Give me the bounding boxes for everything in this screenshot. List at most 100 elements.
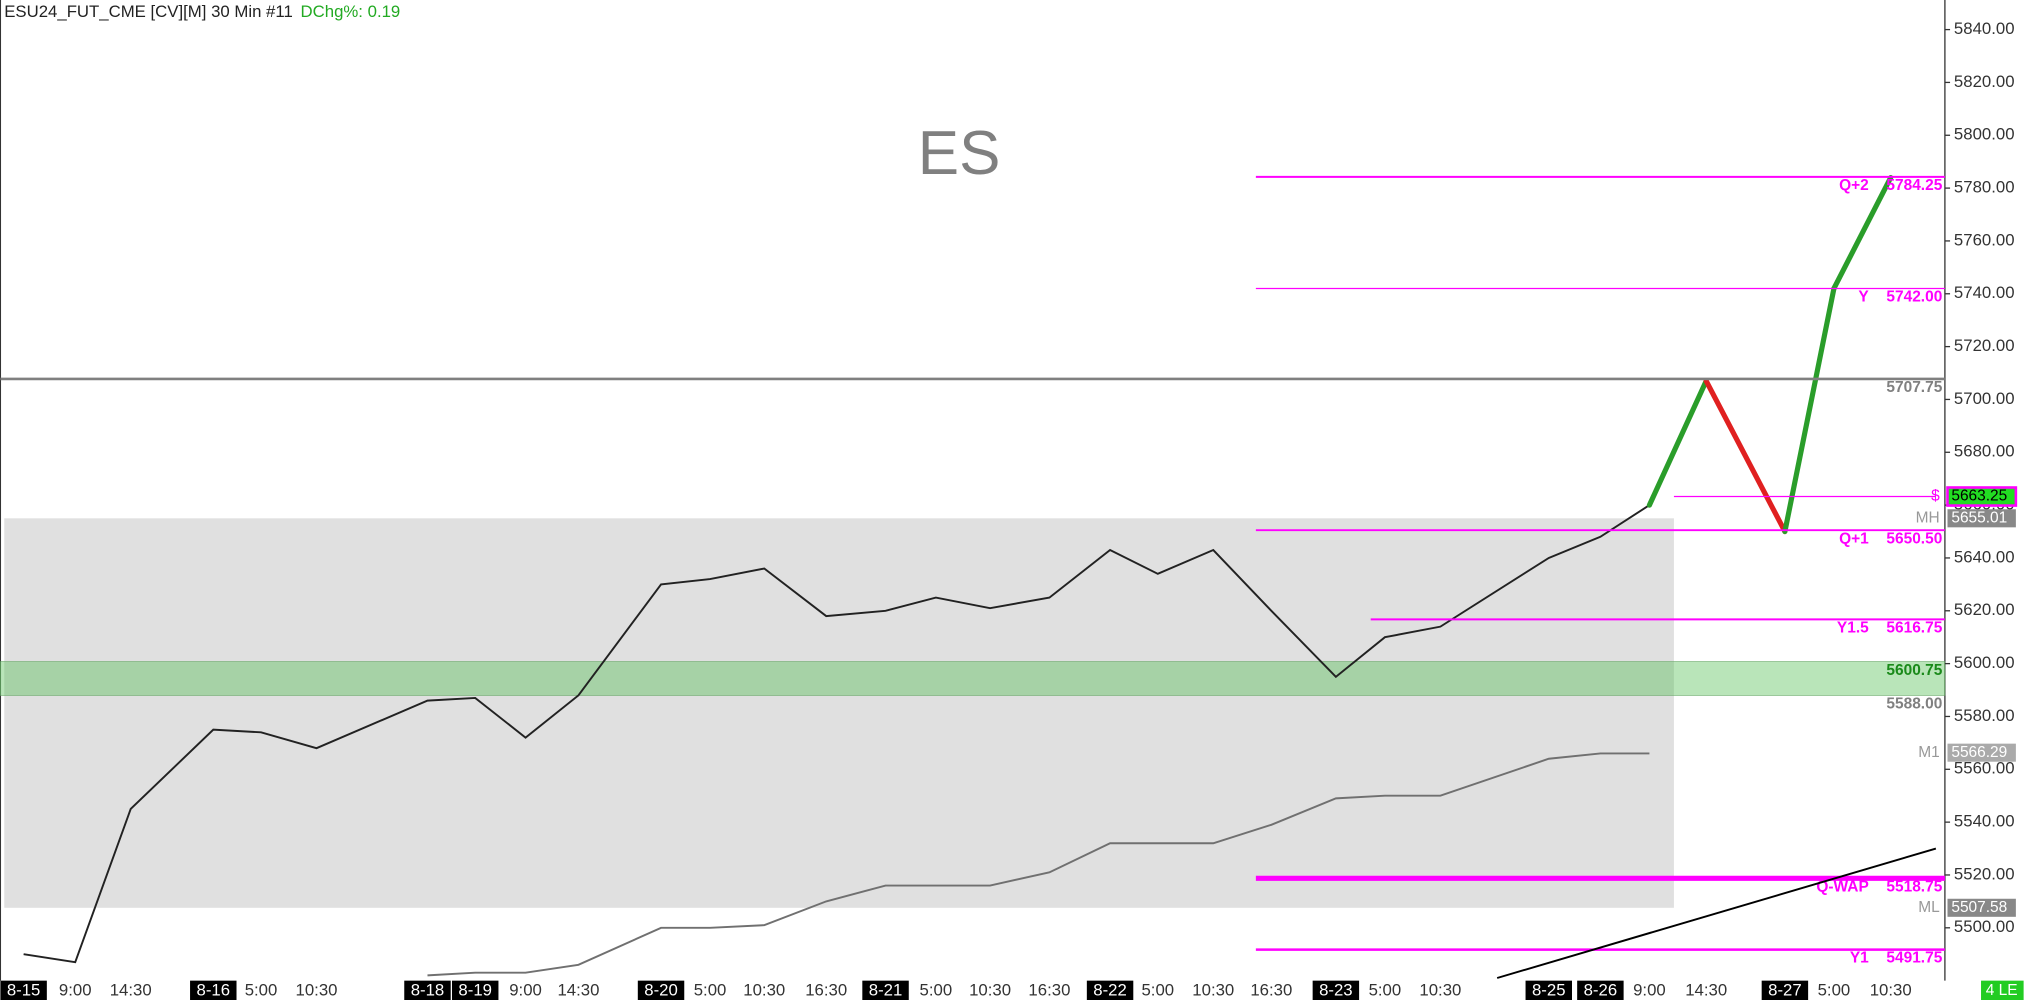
level-name: Q+2 [1839,177,1869,194]
x-tick-label: 16:30 [1028,980,1070,999]
price-box [1947,509,2016,528]
x-tick-label: 8-19 [458,980,492,999]
level-value: 5588.00 [1886,695,1942,712]
date-label-bg [637,980,685,1000]
x-tick-label: 10:30 [1192,980,1234,999]
level-name: Q+1 [1839,530,1869,547]
x-tick-label: 10:30 [1419,980,1461,999]
price-box [1947,743,2016,762]
y-tick-label: 5700.00 [1954,389,2015,408]
y-tick-label: 5580.00 [1954,706,2015,725]
level-value: 5518.75 [1886,878,1942,895]
level-value: 5566.29 [1951,744,2007,761]
date-label-bg [452,980,499,1000]
level-name: MH [1916,509,1940,526]
projection-arrow [1831,174,1894,292]
date-label-bg [404,980,451,1000]
y-tick-label: 5800.00 [1954,125,2015,144]
level-name: Q-WAP [1816,878,1868,895]
x-tick-label: 8-27 [1768,980,1802,999]
y-tick-label: 5640.00 [1954,547,2015,566]
y-tick-label: 5740.00 [1954,283,2015,302]
x-tick-label: 8-26 [1584,980,1618,999]
price-box [1947,898,2016,917]
x-tick-label: 8-15 [7,980,41,999]
x-tick-label: 9:00 [1633,980,1666,999]
level-value: 5650.50 [1886,530,1942,547]
level-name: $ [1931,488,1940,505]
level-value: 5784.25 [1886,177,1942,194]
projection-arrow [1782,285,1837,535]
x-tick-label: 8-16 [197,980,231,999]
y-tick-label: 5820.00 [1954,72,2015,91]
projection-arrow [1703,378,1788,535]
x-tick-label: 14:30 [557,980,599,999]
x-tick-label: 16:30 [1250,980,1292,999]
y-tick-label: 5780.00 [1954,178,2015,197]
x-tick-label: 8-18 [411,980,445,999]
y-tick-label: 5680.00 [1954,442,2015,461]
x-tick-label: 8-23 [1319,980,1353,999]
y-tick-label: 5560.00 [1954,759,2015,778]
level-value: 5742.00 [1886,289,1942,306]
x-tick-label: 14:30 [1685,980,1727,999]
date-label-bg [1577,980,1624,1000]
chart-subtitle: DChg%: 0.19 [301,2,401,21]
level-name: Y1 [1850,950,1869,967]
x-tick-label: 16:30 [805,980,847,999]
x-tick-label: 5:00 [1818,980,1851,999]
x-tick-label: 10:30 [296,980,338,999]
y-tick-label: 5500.00 [1954,917,2015,936]
price-box [1946,486,2018,507]
y-tick-label: 5720.00 [1954,336,2015,355]
level-value: 5655.01 [1951,509,2007,526]
x-tick-label: 8-21 [869,980,903,999]
y-tick-label: 5760.00 [1954,230,2015,249]
level-name: Y [1858,289,1869,306]
x-tick-label: 8-25 [1532,980,1566,999]
watermark: ES [918,119,1001,188]
level-name: Y1.5 [1837,620,1869,637]
x-tick-label: 9:00 [59,980,92,999]
plot: 5500.00 5520.00 5540.00 5560.00 5580.00 5600.… [0,19,2018,1000]
y-tick-label: 5540.00 [1954,812,2015,831]
level-name: ML [1918,899,1940,916]
date-label-bg [0,980,47,1000]
date-label-bg [1312,980,1360,1000]
projection-arrow [1646,378,1709,508]
x-tick-label: 5:00 [694,980,727,999]
x-tick-label: 8-22 [1093,980,1127,999]
zone [0,661,1946,696]
date-label-bg [862,980,909,1000]
y-tick-label: 5520.00 [1954,864,2015,883]
x-tick-label: 9:00 [509,980,542,999]
status-box [1981,980,2024,1000]
x-tick-label: 5:00 [1141,980,1174,999]
x-tick-label: 10:30 [743,980,785,999]
header: ESU24_FUT_CME [CV][M] 30 Min #11 DChg%: 0… [4,2,400,21]
date-label-bg [190,980,237,1000]
x-tick-label: 10:30 [969,980,1011,999]
x-tick-label: 5:00 [245,980,278,999]
price-line [427,752,1650,977]
level-value: 5707.75 [1886,379,1942,396]
y-tick-label: 5600.00 [1954,653,2015,672]
price-line [23,504,1650,964]
trendline [1496,847,1937,979]
date-label-bg [1525,980,1572,1000]
level-value: 5616.75 [1886,620,1942,637]
x-tick-label: 5:00 [1369,980,1402,999]
x-tick-label: 14:30 [110,980,152,999]
date-label-bg [1086,980,1134,1000]
level-name: M1 [1918,744,1940,761]
level-value: 5491.75 [1886,950,1942,967]
status: 4 LE [1986,982,2018,999]
level-value: 5663.25 [1951,488,2007,505]
level-value: 5600.75 [1886,662,1942,679]
date-label-bg [1761,980,1809,1000]
y-tick-label: 5840.00 [1954,19,2015,38]
level-value: 5507.58 [1951,899,2007,916]
x-tick-label: 8-20 [644,980,678,999]
